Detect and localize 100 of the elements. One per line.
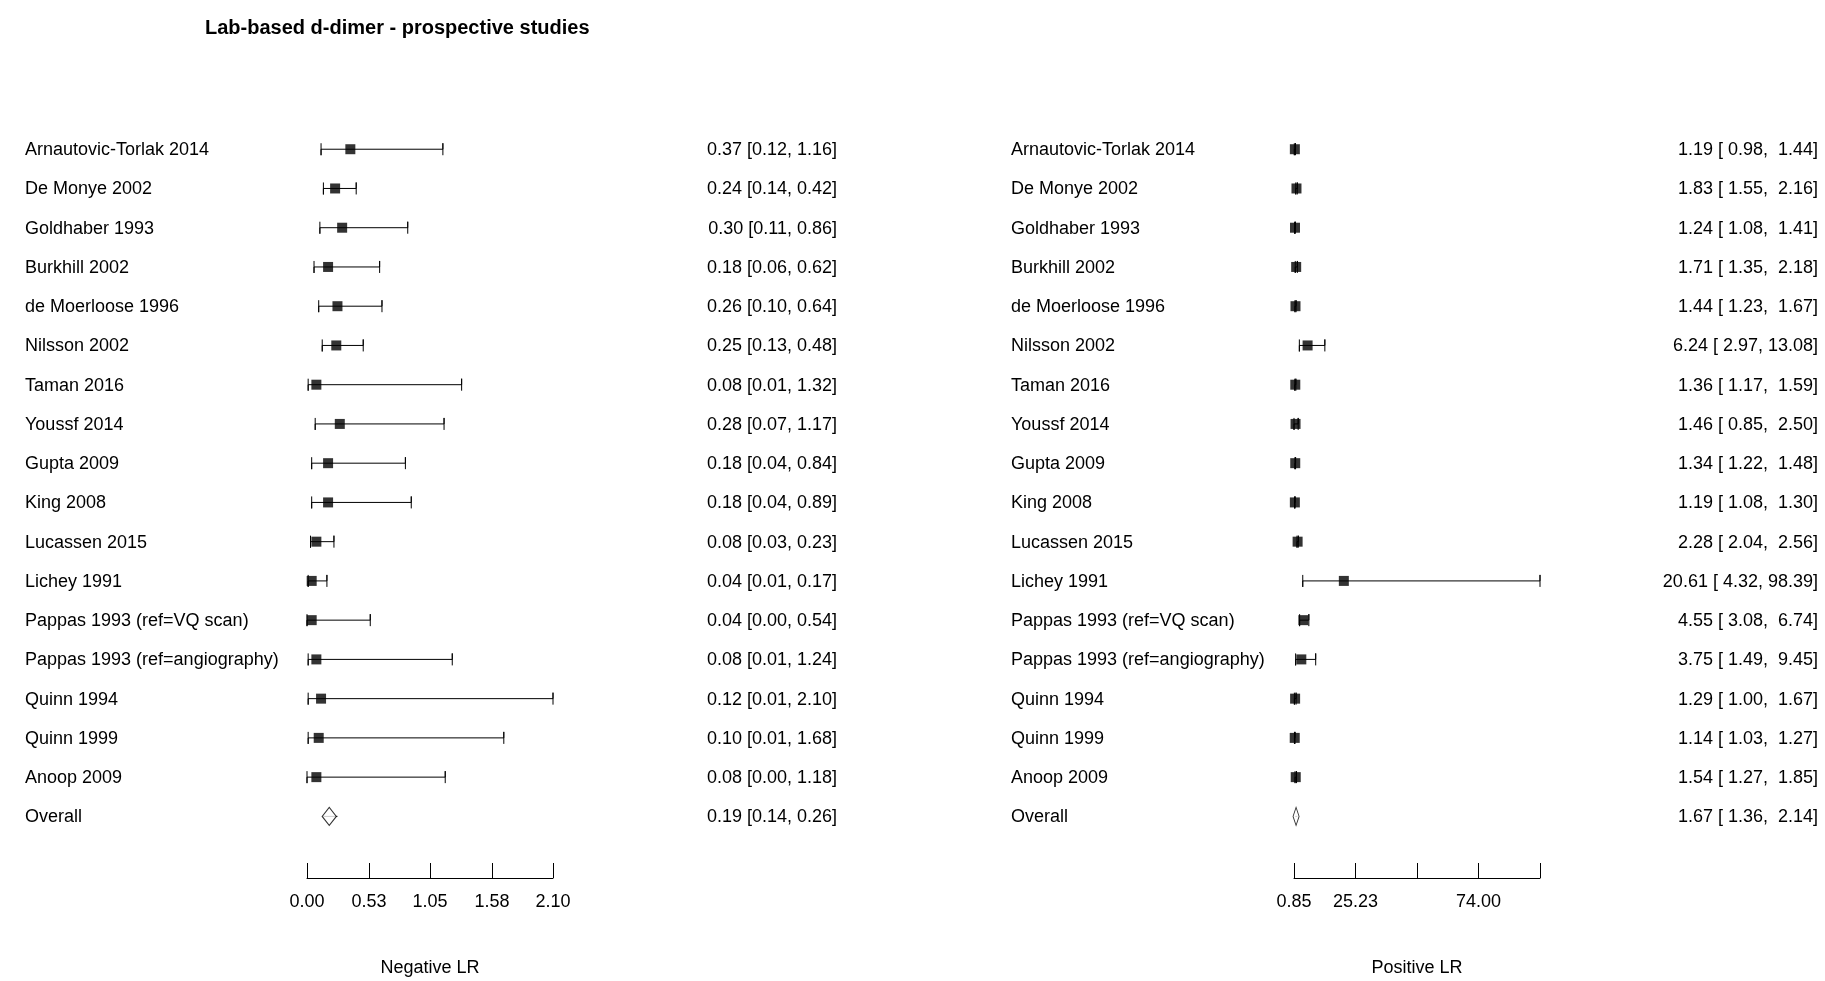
- text: 0.37 [0.12, 1.16]: [706, 139, 837, 160]
- text: 0.10 [0.01, 1.68]: [706, 727, 837, 748]
- x-tick-label: 2.10: [535, 891, 571, 911]
- point: [1302, 340, 1313, 351]
- y-tick-label: Taman 2016: [25, 374, 125, 395]
- text: 1.83 [ 1.55, 2.16]: [1677, 178, 1818, 199]
- y-tick-label: Quinn 1999: [25, 727, 119, 748]
- point: [1289, 222, 1300, 233]
- chart-title: Lab-based d-dimer - prospective studies: [205, 16, 590, 38]
- x-tick-label: 0.85: [1276, 891, 1312, 911]
- y-tick-label: Goldhaber 1993: [25, 217, 155, 238]
- y-tick-label: King 2008: [1011, 492, 1093, 513]
- y-tick-label: Youssf 2014: [1011, 413, 1110, 434]
- point: [323, 497, 334, 508]
- point: [1291, 183, 1302, 194]
- point: [311, 536, 322, 547]
- x-tick-label: 0.00: [289, 891, 325, 911]
- y-tick-label: Youssf 2014: [25, 413, 124, 434]
- text: 0.28 [0.07, 1.17]: [706, 413, 837, 434]
- text: 6.24 [ 2.97, 13.08]: [1672, 335, 1818, 356]
- text: 0.18 [0.04, 0.89]: [706, 492, 837, 513]
- y-tick-label: Burkhill 2002: [1011, 256, 1116, 277]
- text: 1.71 [ 1.35, 2.18]: [1677, 256, 1818, 277]
- y-tick-label: Lucassen 2015: [25, 531, 148, 552]
- text: 0.12 [0.01, 2.10]: [706, 688, 837, 709]
- point: [1292, 536, 1303, 547]
- y-tick-label: de Moerloose 1996: [25, 296, 180, 317]
- text: 0.26 [0.10, 0.64]: [706, 296, 837, 317]
- point: [1290, 772, 1301, 783]
- y-tick-label: Lucassen 2015: [1011, 531, 1134, 552]
- y-tick-label: De Monye 2002: [1011, 178, 1139, 199]
- text: 0.19 [0.14, 0.26]: [706, 806, 837, 827]
- y-tick-label: Lichey 1991: [1011, 570, 1109, 591]
- y-tick-label: Gupta 2009: [1011, 453, 1106, 474]
- point: [1289, 497, 1300, 508]
- y-tick-label: Gupta 2009: [25, 453, 120, 474]
- x-axis-title: Positive LR: [1371, 957, 1463, 977]
- y-tick-label: Taman 2016: [1011, 374, 1111, 395]
- text: 0.25 [0.13, 0.48]: [706, 335, 837, 356]
- y-tick-label: Anoop 2009: [1011, 767, 1109, 788]
- text: 4.55 [ 3.08, 6.74]: [1677, 610, 1818, 631]
- point: [323, 261, 334, 272]
- point: [306, 615, 317, 626]
- text: 1.19 [ 0.98, 1.44]: [1677, 139, 1818, 160]
- y-tick-label: King 2008: [25, 492, 107, 513]
- point: [332, 301, 343, 312]
- y-tick-label: Nilsson 2002: [25, 335, 130, 356]
- x-axis-title: Negative LR: [380, 957, 480, 977]
- y-tick-label: Goldhaber 1993: [1011, 217, 1141, 238]
- text: 0.08 [0.01, 1.32]: [706, 374, 837, 395]
- text: 1.67 [ 1.36, 2.14]: [1677, 806, 1818, 827]
- x-tick-label: 25.23: [1332, 891, 1379, 911]
- y-tick-label: Overall: [25, 806, 83, 827]
- point: [337, 222, 348, 233]
- point: [330, 183, 341, 194]
- y-tick-label: Burkhill 2002: [25, 256, 130, 277]
- text: 0.18 [0.06, 0.62]: [706, 256, 837, 277]
- point: [306, 575, 317, 586]
- point: [1291, 261, 1302, 272]
- point: [1289, 144, 1300, 155]
- text: 0.04 [0.00, 0.54]: [706, 610, 837, 631]
- text: 20.61 [ 4.32, 98.39]: [1662, 570, 1818, 591]
- point: [311, 379, 322, 390]
- y-tick-label: Anoop 2009: [25, 767, 123, 788]
- point: [345, 144, 356, 155]
- point: [1296, 654, 1307, 665]
- point: [311, 772, 322, 783]
- y-tick-label: Lichey 1991: [25, 570, 123, 591]
- y-tick-label: Pappas 1993 (ref=VQ scan): [1011, 610, 1235, 631]
- text: 0.08 [0.00, 1.18]: [706, 767, 837, 788]
- y-tick-label: Pappas 1993 (ref=angiography): [25, 649, 279, 670]
- text: 0.30 [0.11, 0.86]: [708, 217, 837, 238]
- x-tick-label: 1.05: [412, 891, 448, 911]
- point: [323, 458, 334, 469]
- text: 1.36 [ 1.17, 1.59]: [1677, 374, 1818, 395]
- point: [1290, 301, 1301, 312]
- point: [311, 654, 322, 665]
- point: [321, 806, 337, 826]
- text: 2.28 [ 2.04, 2.56]: [1677, 531, 1818, 552]
- point: [1290, 693, 1301, 704]
- text: 3.75 [ 1.49, 9.45]: [1677, 649, 1818, 670]
- y-tick-label: Arnautovic-Torlak 2014: [1011, 139, 1196, 160]
- text: 0.04 [0.01, 0.17]: [706, 570, 837, 591]
- y-tick-label: Quinn 1999: [1011, 727, 1105, 748]
- point: [1338, 575, 1349, 586]
- text: 0.18 [0.04, 0.84]: [706, 453, 837, 474]
- point: [1289, 732, 1300, 743]
- text: 1.34 [ 1.22, 1.48]: [1677, 453, 1818, 474]
- text: 1.46 [ 0.85, 2.50]: [1677, 413, 1818, 434]
- y-tick-label: Arnautovic-Torlak 2014: [25, 139, 210, 160]
- text: 0.08 [0.03, 0.23]: [706, 531, 837, 552]
- x-tick-label: 1.58: [474, 891, 510, 911]
- text: 1.54 [ 1.27, 1.85]: [1677, 767, 1818, 788]
- text: 1.19 [ 1.08, 1.30]: [1677, 492, 1818, 513]
- point: [316, 693, 327, 704]
- y-tick-label: de Moerloose 1996: [1011, 296, 1166, 317]
- point: [313, 732, 324, 743]
- text: 1.14 [ 1.03, 1.27]: [1677, 727, 1818, 748]
- y-tick-label: Nilsson 2002: [1011, 335, 1116, 356]
- text: 1.29 [ 1.00, 1.67]: [1677, 688, 1818, 709]
